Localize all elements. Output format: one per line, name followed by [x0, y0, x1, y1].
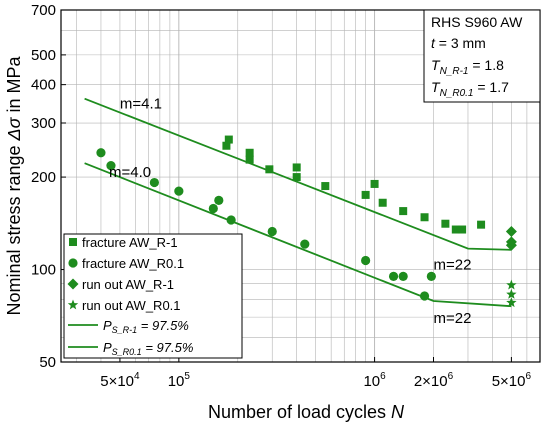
- fit-lines: [84, 97, 512, 308]
- point-square: [292, 173, 301, 182]
- fit-line-0: [84, 97, 512, 251]
- point-circle: [267, 226, 277, 237]
- point-circle: [398, 271, 408, 281]
- plot-frame: [60, 9, 541, 363]
- y-axis-title: Nominal stress range Δσ in MPa: [4, 55, 24, 315]
- info-box-title: RHS S960 AW: [431, 14, 523, 30]
- point-square: [224, 135, 233, 144]
- point-diamond: [505, 226, 517, 238]
- point-square: [458, 225, 467, 234]
- point-square: [378, 198, 387, 207]
- x-tick-label: 5×106: [492, 371, 532, 390]
- point-square: [361, 190, 370, 199]
- legend-label-fracture-r-1: fracture AW_R-1: [82, 235, 178, 250]
- y-tick-label: 50: [39, 354, 56, 371]
- point-circle: [300, 239, 310, 249]
- x-tick-label: 5×104: [100, 371, 140, 390]
- point-circle: [419, 291, 430, 301]
- y-tick-label: 700: [31, 2, 56, 19]
- point-square: [420, 213, 429, 222]
- y-tick-label: 200: [31, 169, 56, 186]
- fit-line-1: [84, 162, 512, 308]
- legend-marker-diamond: [67, 278, 79, 290]
- info-box-frame: [423, 9, 541, 103]
- info-box-thickness: t = 3 mm: [431, 35, 486, 51]
- point-circle: [106, 161, 116, 171]
- legend-label-runout-r-1: run out AW_R-1: [82, 277, 174, 292]
- point-circle: [426, 271, 436, 281]
- point-circle: [149, 177, 159, 188]
- legend-frame: [63, 233, 243, 359]
- slope-annotation: m=4.0: [109, 164, 151, 181]
- point-circle: [361, 255, 371, 266]
- axis-ticks: 5×104 105 106 2×106 5×106 50 100 200 300 400 500 70…: [31, 2, 532, 390]
- y-tick-label: 300: [31, 115, 56, 132]
- point-circle: [96, 148, 106, 158]
- point-star: [506, 288, 517, 299]
- point-circle: [174, 186, 184, 196]
- point-circle: [214, 195, 224, 205]
- y-tick-label: 400: [31, 77, 56, 94]
- point-square: [451, 225, 460, 234]
- point-square: [245, 148, 254, 157]
- point-diamond: [505, 239, 517, 251]
- point-square: [321, 182, 330, 191]
- x-axis-title: Number of load cycles N: [208, 402, 405, 422]
- slope-annotation: m=22: [434, 310, 472, 327]
- legend-label-runout-r0.1: run out AW_R0.1: [82, 298, 181, 313]
- info-box: RHS S960 AW t = 3 mm TN_R-1 = 1.8 TN_R0.…: [423, 9, 541, 103]
- point-circle: [226, 215, 236, 225]
- legend-label-fracture-r0.1: fracture AW_R0.1: [82, 256, 184, 271]
- y-tick-label: 100: [31, 262, 56, 279]
- slope-annotation: m=22: [434, 257, 472, 274]
- x-tick-label: 105: [168, 371, 191, 390]
- point-square: [222, 141, 231, 150]
- y-tick-label: 500: [31, 47, 56, 64]
- point-square: [477, 220, 486, 229]
- data-points: [96, 135, 517, 308]
- point-square: [292, 163, 301, 172]
- legend-label-ps-r-1: PS_R-1 = 97.5%: [103, 318, 189, 335]
- legend-marker-star: [67, 299, 79, 310]
- legend-markers: [67, 238, 79, 310]
- x-tick-label: 2×106: [414, 371, 454, 390]
- legend-label-ps-r0.1: PS_R0.1 = 97.5%: [103, 340, 193, 357]
- info-box-tn-r-1: TN_R-1 = 1.8: [431, 57, 504, 77]
- point-circle: [388, 271, 399, 281]
- point-square: [441, 219, 450, 228]
- legend-marker-circle: [68, 258, 78, 268]
- point-square: [265, 165, 274, 174]
- point-circle: [208, 203, 218, 214]
- point-square: [245, 155, 254, 164]
- legend-marker-square: [69, 238, 77, 246]
- info-box-tn-r0.1: TN_R0.1 = 1.7: [431, 79, 509, 99]
- point-square: [370, 179, 379, 188]
- point-star: [506, 297, 517, 308]
- annotations: m=4.1 m=4.0 m=22 m=22: [109, 95, 471, 327]
- slope-annotation: m=4.1: [120, 95, 162, 112]
- x-tick-label: 106: [363, 371, 386, 390]
- point-square: [399, 207, 408, 216]
- legend: fracture AW_R-1 fracture AW_R0.1 run out…: [63, 233, 243, 359]
- point-star: [506, 279, 517, 290]
